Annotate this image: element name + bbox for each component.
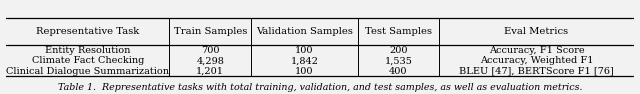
Text: Representative Task: Representative Task <box>36 27 140 36</box>
Text: Train Samples: Train Samples <box>173 27 247 36</box>
Text: 200: 200 <box>389 46 408 55</box>
Text: 400: 400 <box>389 67 408 76</box>
Text: Validation Samples: Validation Samples <box>256 27 353 36</box>
Text: 700: 700 <box>201 46 220 55</box>
Text: Accuracy, Weighted F1: Accuracy, Weighted F1 <box>479 56 593 65</box>
Text: Clinical Dialogue Summarization: Clinical Dialogue Summarization <box>6 67 170 76</box>
Text: 100: 100 <box>295 46 314 55</box>
Text: Climate Fact Checking: Climate Fact Checking <box>32 56 144 65</box>
Text: Test Samples: Test Samples <box>365 27 432 36</box>
Text: Eval Metrics: Eval Metrics <box>504 27 568 36</box>
Text: 1,201: 1,201 <box>196 67 224 76</box>
Text: Entity Resolution: Entity Resolution <box>45 46 131 55</box>
Text: 1,535: 1,535 <box>385 56 412 65</box>
Text: 1,842: 1,842 <box>291 56 318 65</box>
Text: Table 1.  Representative tasks with total training, validation, and test samples: Table 1. Representative tasks with total… <box>58 83 582 92</box>
Text: BLEU [47], BERTScore F1 [76]: BLEU [47], BERTScore F1 [76] <box>459 67 614 76</box>
Text: Accuracy, F1 Score: Accuracy, F1 Score <box>488 46 584 55</box>
Text: 4,298: 4,298 <box>196 56 224 65</box>
Text: 100: 100 <box>295 67 314 76</box>
